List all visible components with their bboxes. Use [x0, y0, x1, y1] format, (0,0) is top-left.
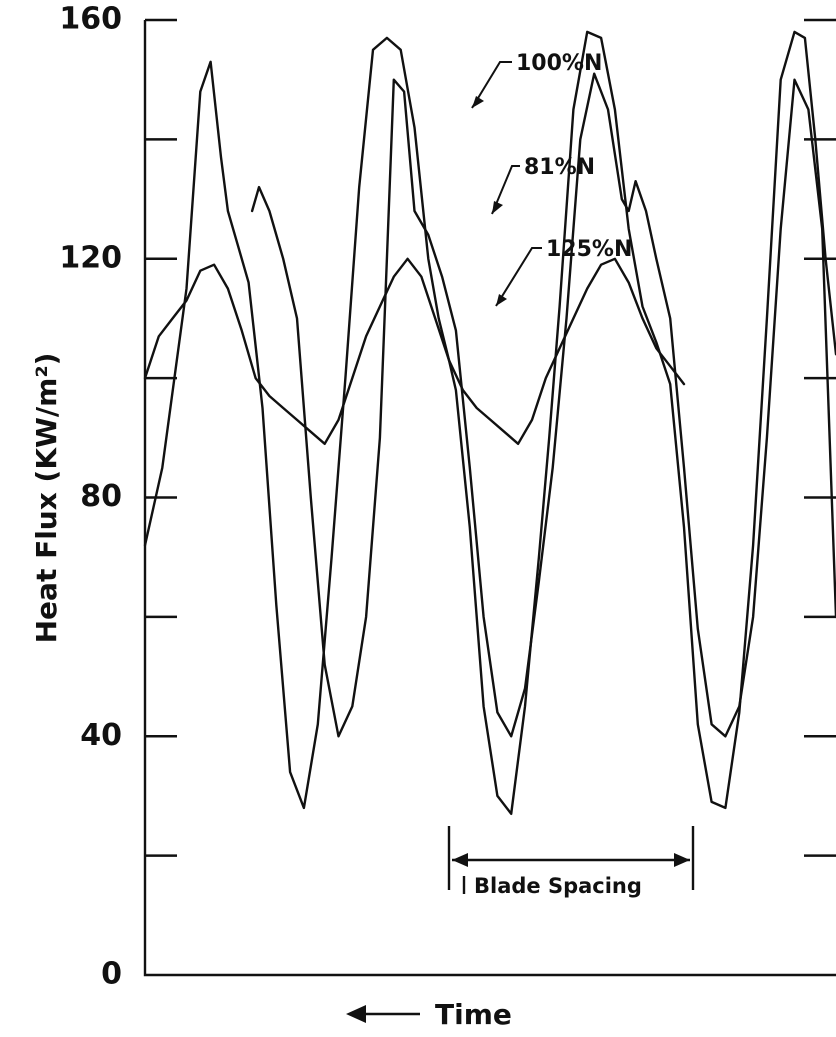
blade-spacing-label: Blade Spacing	[474, 874, 642, 898]
y-tick-label-160: 160	[59, 2, 122, 37]
leader-100n	[471, 61, 512, 109]
x-axis-label-group: Time	[346, 998, 512, 1031]
leader-125n	[495, 247, 542, 307]
series-line-81pctn	[250, 72, 836, 738]
x-axis-label: Time	[435, 998, 512, 1031]
y-tick-labels: 0 40 80 120 160	[59, 2, 122, 992]
plot-frame	[143, 20, 836, 977]
series-lines	[143, 30, 836, 815]
y-ticks	[145, 18, 836, 857]
annotations: 100%N 81%N 125%N Blade Spacing	[447, 51, 695, 898]
leader-100n-arrowhead	[472, 96, 484, 108]
label-81n: 81%N	[524, 155, 595, 180]
series-line-125pctn	[143, 257, 686, 445]
y-axis-label: Heat Flux (KW/m²)	[30, 353, 63, 644]
y-tick-label-80: 80	[80, 479, 122, 514]
y-tick-label-0: 0	[101, 957, 122, 992]
leader-125n-arrowhead	[496, 294, 507, 306]
series-line-100pctn	[143, 30, 836, 815]
label-125n: 125%N	[546, 237, 632, 262]
blade-spacing-dimension: Blade Spacing	[447, 826, 695, 898]
axes	[143, 20, 836, 977]
blade-spacing-right-arrowhead	[674, 853, 690, 867]
leader-81n-arrowhead	[492, 201, 503, 214]
y-tick-label-40: 40	[80, 718, 122, 753]
leader-81n	[491, 165, 520, 215]
y-tick-label-120: 120	[59, 240, 122, 275]
blade-spacing-left-arrowhead	[452, 853, 468, 867]
label-100n: 100%N	[516, 51, 602, 76]
time-arrow-head	[346, 1005, 366, 1023]
